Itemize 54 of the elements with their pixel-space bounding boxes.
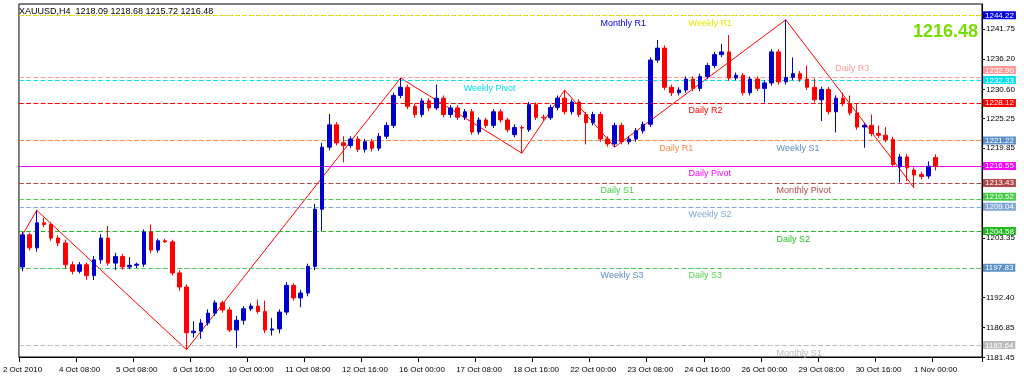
x-tick-label: 4 Oct 08:00 (58, 364, 101, 374)
x-tick-label: 5 Oct 08:00 (115, 364, 158, 374)
y-tick-label: 1236.20 (986, 54, 1016, 64)
x-tick-label: 26 Oct 00:00 (741, 364, 788, 374)
x-tick-label: 6 Oct 16:00 (173, 364, 215, 374)
text: 1221.22 (985, 136, 1015, 146)
y-tick-label: 1225.25 (986, 114, 1016, 124)
ref-line-label: Daily S1 (600, 185, 635, 196)
x-tick-label: 17 Oct 08:00 (456, 364, 503, 374)
y-tick-label: 1203.35 (986, 233, 1016, 243)
ref-line-label: Daily R1 (659, 143, 694, 154)
y-tick-label: 1186.85 (986, 323, 1015, 333)
text: 1183.64 (985, 340, 1014, 350)
text: 1244.22 (985, 10, 1015, 20)
x-tick-label: 12 Oct 16:00 (342, 364, 389, 374)
x-tick-label: 11 Oct 08:00 (285, 364, 332, 374)
ref-line-label: Daily S2 (776, 233, 811, 244)
ref-line-label: Daily S3 (688, 270, 723, 281)
x-tick-label: 23 Oct 08:00 (627, 364, 674, 374)
y-tick-label: 1192.40 (986, 292, 1015, 302)
ref-line-label: Daily R2 (688, 105, 723, 116)
x-tick-label: 2 Oct 2010 (2, 364, 43, 374)
ref-line-label: Monthly Pivot (776, 185, 832, 196)
ref-line-label: Monthly R1 (600, 17, 647, 28)
text: 1197.83 (985, 263, 1014, 273)
text: 1213.43 (985, 178, 1015, 188)
ref-line-label: Daily R3 (835, 63, 870, 74)
y-tick-label: 1241.75 (986, 24, 1016, 34)
ref-line-label: Daily Pivot (688, 168, 732, 179)
chart-title: XAUUSD,H4 1218.09 1218.68 1215.72 1216.48 (19, 5, 214, 16)
text: 1209.04 (985, 202, 1015, 212)
text: 1232.90 (985, 65, 1015, 75)
ref-line-label: Weekly R1 (688, 17, 732, 28)
y-tick-label: 1230.60 (986, 84, 1016, 94)
text: 1216.55 (985, 161, 1015, 171)
x-tick-label: 29 Oct 08:00 (798, 364, 845, 374)
x-tick-label: 18 Oct 16:00 (513, 364, 560, 374)
text: 1228.12 (985, 98, 1015, 108)
text: 1210.52 (985, 192, 1015, 202)
x-tick-label: 10 Oct 00:00 (227, 364, 275, 374)
y-tick-label: 1181.45 (986, 352, 1015, 362)
ref-line-label: Weekly S1 (776, 143, 820, 154)
text: 1232.33 (985, 75, 1015, 85)
x-tick-label: 16 Oct 00:00 (399, 364, 446, 374)
text: 1204.58 (985, 226, 1015, 236)
ref-line-label: Weekly Pivot (463, 82, 517, 93)
y-tick-label: 1219.85 (986, 143, 1016, 153)
x-tick-label: 22 Oct 00:00 (570, 364, 617, 374)
ref-line-label: Weekly S2 (688, 209, 732, 220)
x-tick-label: 1 Nov 00:00 (914, 364, 958, 374)
ref-line-label: Weekly S3 (600, 270, 644, 281)
x-tick-label: 30 Oct 16:00 (855, 364, 903, 374)
x-tick-label: 24 Oct 16:00 (684, 364, 731, 374)
annotation: 1216.48 (912, 21, 979, 41)
